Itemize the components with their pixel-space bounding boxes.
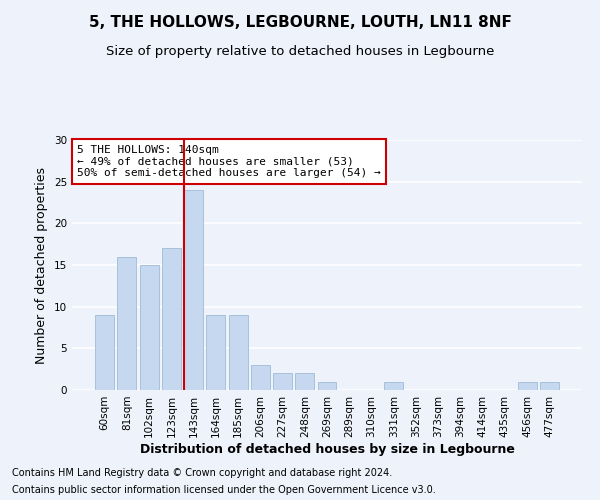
Bar: [229, 315, 248, 390]
Bar: [540, 382, 559, 390]
Bar: [184, 190, 203, 390]
Bar: [95, 315, 114, 390]
Bar: [140, 265, 158, 390]
Bar: [384, 382, 403, 390]
Bar: [317, 382, 337, 390]
Text: Contains HM Land Registry data © Crown copyright and database right 2024.: Contains HM Land Registry data © Crown c…: [12, 468, 392, 477]
Bar: [118, 256, 136, 390]
Text: Contains public sector information licensed under the Open Government Licence v3: Contains public sector information licen…: [12, 485, 436, 495]
Bar: [162, 248, 181, 390]
Bar: [251, 365, 270, 390]
Y-axis label: Number of detached properties: Number of detached properties: [35, 166, 49, 364]
Bar: [206, 315, 225, 390]
Bar: [518, 382, 536, 390]
X-axis label: Distribution of detached houses by size in Legbourne: Distribution of detached houses by size …: [140, 442, 514, 456]
Text: 5 THE HOLLOWS: 140sqm
← 49% of detached houses are smaller (53)
50% of semi-deta: 5 THE HOLLOWS: 140sqm ← 49% of detached …: [77, 145, 381, 178]
Bar: [295, 374, 314, 390]
Text: Size of property relative to detached houses in Legbourne: Size of property relative to detached ho…: [106, 45, 494, 58]
Bar: [273, 374, 292, 390]
Text: 5, THE HOLLOWS, LEGBOURNE, LOUTH, LN11 8NF: 5, THE HOLLOWS, LEGBOURNE, LOUTH, LN11 8…: [89, 15, 511, 30]
